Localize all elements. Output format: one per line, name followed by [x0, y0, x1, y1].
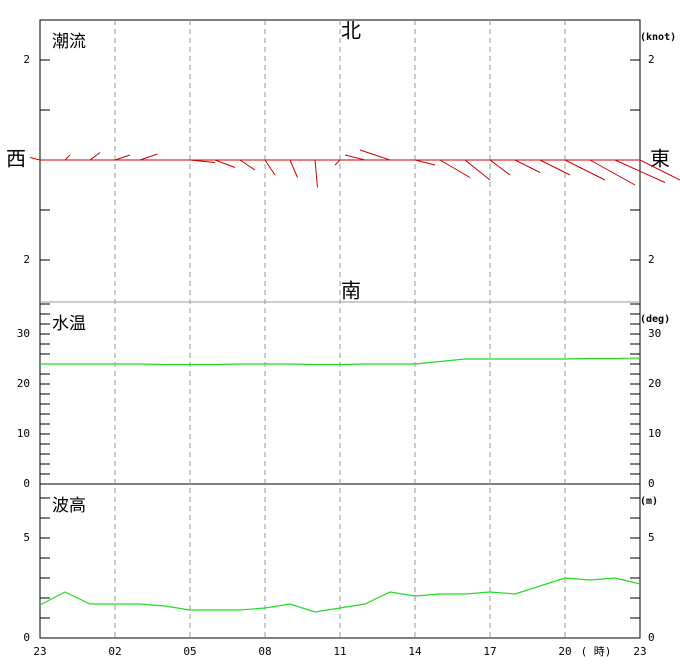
y-tick-label: 10	[648, 427, 661, 440]
x-tick-label: 17	[483, 645, 496, 658]
current-vector	[189, 159, 216, 163]
y-tick-label: 30	[648, 327, 661, 340]
south-label: 南	[341, 279, 361, 303]
current-vector	[29, 157, 41, 161]
y-tick-label: 2	[23, 53, 30, 66]
x-axis-label: ( 時)	[581, 645, 612, 658]
current-vector	[564, 159, 606, 181]
north-label: 北	[341, 19, 361, 43]
current-vector	[239, 159, 256, 171]
current-vector	[264, 159, 276, 176]
current-vector	[139, 153, 158, 161]
current-vector	[439, 159, 471, 178]
x-tick-label: 11	[333, 645, 346, 658]
east-label: 東	[650, 147, 670, 171]
west-label: 西	[6, 147, 26, 171]
y-tick-label: 0	[23, 631, 30, 644]
y-tick-label: 0	[648, 631, 655, 644]
current-vector	[214, 159, 236, 168]
y-tick-label: 2	[23, 253, 30, 266]
x-tick-label: 20	[558, 645, 571, 658]
current-vector	[539, 159, 571, 176]
panel-title: 潮流	[52, 32, 86, 52]
current-vector	[314, 159, 318, 188]
panel-title: 波高	[52, 496, 86, 516]
current-vector	[64, 154, 71, 161]
current-vector	[114, 154, 131, 161]
y-tick-label: 20	[17, 377, 30, 390]
current-vector	[359, 149, 391, 161]
y-tick-label: 5	[23, 531, 30, 544]
current-vector	[614, 159, 666, 183]
data-line	[40, 357, 641, 366]
y-tick-label: 0	[648, 477, 655, 490]
unit-label: (deg)	[640, 314, 670, 325]
current-vector	[344, 154, 366, 161]
current-vector	[589, 159, 636, 186]
x-tick-label: 08	[258, 645, 271, 658]
current-vector	[414, 159, 436, 166]
current-vector	[639, 159, 680, 181]
current-vector	[489, 159, 511, 176]
x-tick-label: 14	[408, 645, 422, 658]
x-tick-label: 02	[108, 645, 121, 658]
current-vector	[514, 159, 541, 173]
data-line	[39, 577, 641, 613]
y-tick-label: 2	[648, 53, 655, 66]
x-tick-label: 05	[183, 645, 196, 658]
y-tick-label: 5	[648, 531, 655, 544]
y-tick-label: 20	[648, 377, 661, 390]
y-tick-label: 10	[17, 427, 30, 440]
y-tick-label: 0	[23, 477, 30, 490]
unit-label: (knot)	[640, 32, 676, 43]
panel-title: 水温	[52, 314, 86, 334]
x-tick-label: 23	[33, 645, 46, 658]
x-tick-label: 23	[633, 645, 646, 658]
current-vector	[289, 159, 298, 178]
current-vector	[89, 152, 101, 161]
unit-label: (m)	[640, 496, 658, 507]
current-vector	[464, 159, 491, 181]
y-tick-label: 2	[648, 253, 655, 266]
y-tick-label: 30	[17, 327, 30, 340]
current-vector	[334, 159, 341, 166]
